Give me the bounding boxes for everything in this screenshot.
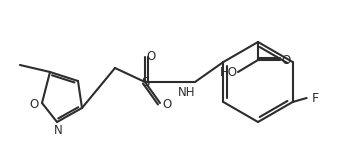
Text: O: O: [29, 97, 39, 111]
Text: O: O: [146, 49, 155, 62]
Text: S: S: [141, 76, 149, 89]
Text: NH: NH: [178, 87, 196, 100]
Text: N: N: [54, 125, 62, 138]
Text: O: O: [282, 54, 291, 67]
Text: F: F: [312, 92, 319, 105]
Text: O: O: [162, 98, 171, 111]
Text: HO: HO: [220, 67, 238, 79]
